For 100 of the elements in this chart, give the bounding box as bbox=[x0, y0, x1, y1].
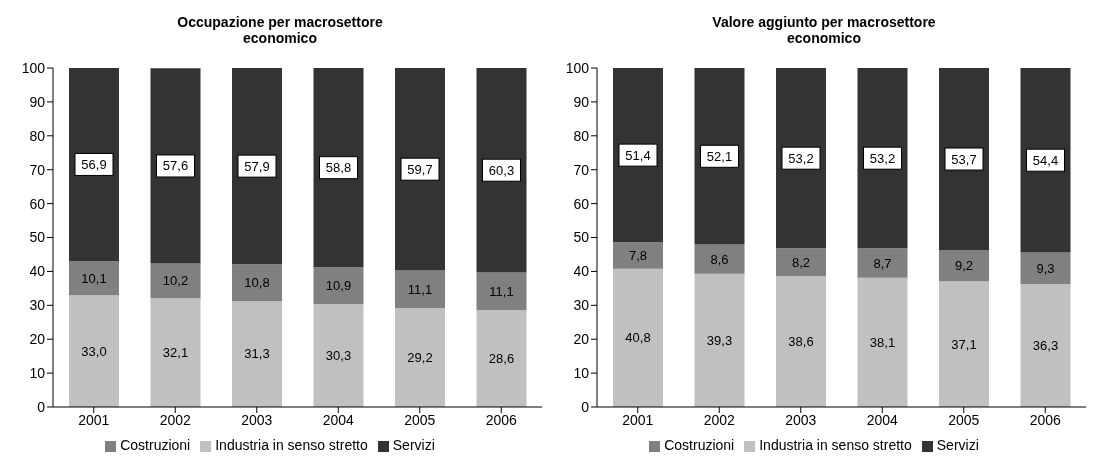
bar bbox=[313, 267, 364, 305]
bar bbox=[939, 281, 989, 407]
data-label: 52,1 bbox=[706, 148, 733, 164]
legend-label: Servizi bbox=[936, 437, 979, 453]
bar bbox=[476, 68, 527, 273]
y-tick-label: 70 bbox=[29, 161, 46, 178]
bar bbox=[776, 68, 826, 249]
bar bbox=[694, 273, 745, 407]
data-label: 7,8 bbox=[628, 247, 648, 263]
data-label: 28,6 bbox=[488, 351, 515, 367]
legend-label: Industria in senso stretto bbox=[215, 437, 368, 453]
bar bbox=[69, 260, 119, 296]
data-label: 9,2 bbox=[954, 258, 974, 274]
data-label: 10,1 bbox=[81, 270, 107, 286]
y-tick-label: 100 bbox=[21, 59, 46, 76]
x-tick-label: 2002 bbox=[703, 411, 736, 428]
bar bbox=[395, 270, 445, 309]
y-tick-label: 20 bbox=[573, 331, 590, 348]
bar bbox=[232, 264, 282, 301]
chart-title: Occupazione per macrosettore economico bbox=[176, 14, 384, 48]
data-label: 53,2 bbox=[788, 150, 814, 166]
bar bbox=[395, 68, 445, 271]
data-label: 60,3 bbox=[488, 162, 515, 178]
data-label: 10,2 bbox=[162, 273, 189, 289]
bar bbox=[613, 268, 663, 407]
bar bbox=[613, 242, 663, 269]
data-label: 8,6 bbox=[710, 251, 729, 267]
data-label: 11,1 bbox=[407, 281, 433, 297]
data-label: 30,3 bbox=[325, 348, 352, 364]
y-tick-label: 90 bbox=[573, 93, 590, 110]
data-label: 57,9 bbox=[244, 158, 270, 174]
data-label: 8,2 bbox=[791, 254, 811, 270]
bar bbox=[476, 272, 527, 311]
data-label: 31,3 bbox=[244, 346, 270, 362]
data-label: 10,9 bbox=[325, 278, 352, 294]
bar bbox=[150, 263, 201, 299]
data-label: 38,1 bbox=[869, 334, 896, 350]
data-label: 58,8 bbox=[325, 160, 352, 176]
y-tick-label: 60 bbox=[573, 195, 590, 212]
data-label: 32,1 bbox=[162, 345, 189, 361]
data-label: 9,3 bbox=[1036, 260, 1055, 276]
data-label: 59,7 bbox=[407, 161, 433, 177]
x-tick-label: 2005 bbox=[948, 411, 980, 428]
legend-label: Costruzioni bbox=[120, 437, 191, 453]
y-tick-label: 80 bbox=[573, 127, 590, 144]
data-label: 11,1 bbox=[489, 283, 514, 299]
bar bbox=[313, 304, 364, 407]
y-tick-label: 10 bbox=[573, 365, 590, 382]
bar bbox=[395, 308, 445, 407]
data-label: 54,4 bbox=[1032, 152, 1059, 168]
data-label: 51,4 bbox=[625, 147, 651, 163]
y-tick-label: 0 bbox=[37, 398, 46, 415]
data-label: 53,2 bbox=[869, 150, 896, 166]
bar bbox=[857, 277, 908, 407]
y-tick-label: 70 bbox=[573, 161, 590, 178]
data-label: 37,1 bbox=[951, 336, 977, 352]
y-tick-label: 30 bbox=[573, 297, 590, 314]
bar bbox=[232, 300, 282, 407]
data-label: 36,3 bbox=[1032, 337, 1059, 353]
y-tick-label: 50 bbox=[29, 229, 46, 246]
data-label: 8,7 bbox=[873, 255, 892, 271]
y-tick-label: 10 bbox=[29, 365, 46, 382]
bar bbox=[857, 68, 908, 249]
x-tick-label: 2004 bbox=[322, 411, 355, 428]
bar bbox=[69, 68, 119, 261]
x-tick-label: 2001 bbox=[78, 411, 110, 428]
bar bbox=[939, 250, 989, 282]
data-label: 40,8 bbox=[625, 330, 651, 346]
bar bbox=[69, 295, 119, 407]
y-tick-label: 100 bbox=[565, 59, 590, 76]
data-label: 57,6 bbox=[162, 158, 189, 174]
x-tick-label: 2005 bbox=[404, 411, 436, 428]
data-label: 29,2 bbox=[407, 350, 433, 366]
y-tick-label: 0 bbox=[581, 398, 590, 415]
data-label: 53,7 bbox=[951, 151, 977, 167]
bar bbox=[694, 244, 745, 274]
y-tick-label: 90 bbox=[29, 93, 46, 110]
x-tick-label: 2006 bbox=[1029, 411, 1062, 428]
legend-label: Industria in senso stretto bbox=[759, 437, 912, 453]
bar bbox=[857, 248, 908, 278]
y-tick-label: 40 bbox=[29, 263, 46, 280]
bar bbox=[1020, 252, 1071, 284]
y-tick-label: 60 bbox=[29, 195, 46, 212]
bar bbox=[232, 68, 282, 265]
bar bbox=[1020, 68, 1071, 253]
y-tick-label: 50 bbox=[573, 229, 590, 246]
x-tick-label: 2004 bbox=[866, 411, 899, 428]
x-tick-label: 2006 bbox=[485, 411, 518, 428]
bar bbox=[150, 68, 201, 264]
x-tick-label: 2003 bbox=[241, 411, 273, 428]
y-tick-label: 30 bbox=[29, 297, 46, 314]
bar bbox=[313, 68, 364, 268]
x-tick-label: 2003 bbox=[785, 411, 817, 428]
y-tick-label: 80 bbox=[29, 127, 46, 144]
x-tick-label: 2001 bbox=[622, 411, 654, 428]
bar bbox=[776, 248, 826, 277]
legend-label: Costruzioni bbox=[664, 437, 735, 453]
x-tick-label: 2002 bbox=[159, 411, 192, 428]
y-tick-label: 40 bbox=[573, 263, 590, 280]
data-label: 33,0 bbox=[81, 343, 107, 359]
